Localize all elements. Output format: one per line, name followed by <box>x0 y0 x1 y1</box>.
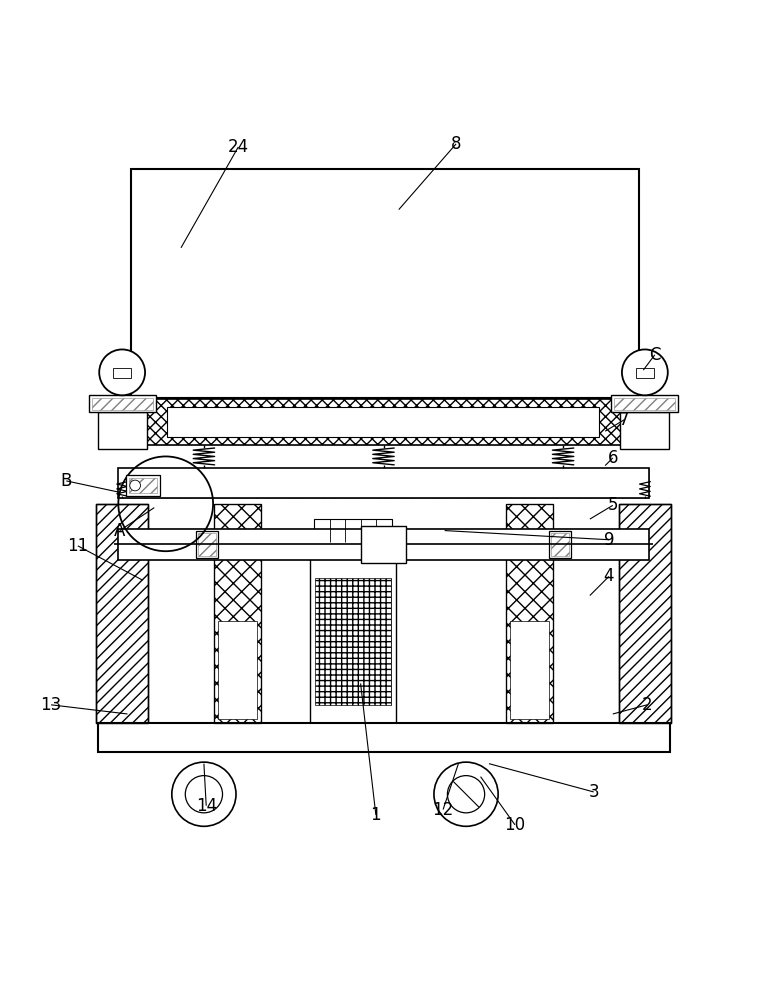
Bar <box>117 468 649 498</box>
Text: 5: 5 <box>607 496 618 514</box>
Text: A: A <box>114 522 126 540</box>
Text: 3: 3 <box>588 783 599 801</box>
Bar <box>619 504 671 723</box>
Bar <box>614 398 676 410</box>
Bar <box>97 412 146 449</box>
Text: 9: 9 <box>604 531 614 549</box>
Text: 10: 10 <box>505 816 525 834</box>
Circle shape <box>130 480 140 491</box>
Text: C: C <box>649 346 660 364</box>
Bar <box>505 504 553 723</box>
Bar <box>621 412 670 449</box>
Bar <box>96 504 148 723</box>
Circle shape <box>99 349 145 395</box>
Text: 12: 12 <box>433 801 454 819</box>
Bar <box>214 504 262 723</box>
Bar <box>314 578 391 705</box>
Text: 11: 11 <box>67 537 88 555</box>
Bar <box>96 504 148 723</box>
Bar <box>214 504 262 723</box>
Bar <box>117 529 649 560</box>
Bar <box>360 526 407 563</box>
Bar <box>117 529 649 560</box>
Bar <box>314 519 392 542</box>
Bar <box>636 368 654 378</box>
Bar <box>198 533 216 556</box>
Bar <box>88 395 156 412</box>
Bar <box>113 368 131 378</box>
Bar <box>98 723 670 752</box>
Bar <box>167 407 599 437</box>
Circle shape <box>447 776 485 813</box>
Bar <box>219 621 257 719</box>
Bar <box>91 398 153 410</box>
Bar <box>117 468 649 498</box>
Bar <box>611 395 679 412</box>
Text: 2: 2 <box>642 696 653 714</box>
Circle shape <box>172 762 236 826</box>
Bar <box>510 621 548 719</box>
Circle shape <box>434 762 498 826</box>
Text: 1: 1 <box>370 806 381 824</box>
Bar <box>129 478 156 493</box>
Circle shape <box>186 776 222 813</box>
Text: 8: 8 <box>451 135 462 153</box>
Bar <box>551 533 569 556</box>
Bar <box>505 504 553 723</box>
Bar <box>310 542 396 723</box>
Text: 7: 7 <box>619 411 630 429</box>
Bar <box>131 169 639 398</box>
Circle shape <box>622 349 668 395</box>
Bar <box>126 475 160 496</box>
Text: 13: 13 <box>41 696 61 714</box>
Text: 4: 4 <box>604 567 614 585</box>
Text: B: B <box>61 472 72 490</box>
Text: 14: 14 <box>196 797 217 815</box>
Text: 24: 24 <box>228 138 249 156</box>
Text: 6: 6 <box>607 449 618 467</box>
Bar <box>196 531 219 558</box>
Bar <box>117 399 649 445</box>
Bar <box>619 504 671 723</box>
Bar <box>548 531 571 558</box>
